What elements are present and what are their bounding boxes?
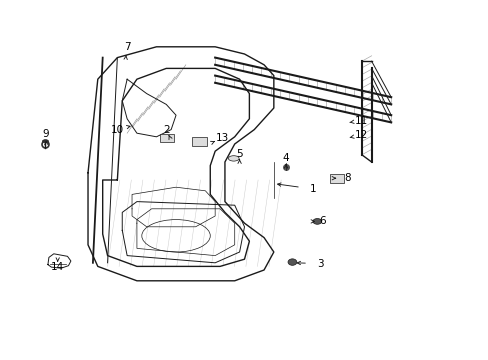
Text: 11: 11 xyxy=(354,116,368,126)
Text: 5: 5 xyxy=(236,149,243,159)
Text: 8: 8 xyxy=(343,173,350,183)
Ellipse shape xyxy=(228,156,239,161)
Text: 3: 3 xyxy=(316,258,323,269)
FancyBboxPatch shape xyxy=(329,174,343,183)
Text: 7: 7 xyxy=(123,42,130,52)
FancyBboxPatch shape xyxy=(191,137,206,146)
Text: 9: 9 xyxy=(42,129,49,139)
Ellipse shape xyxy=(312,219,321,224)
Ellipse shape xyxy=(42,140,48,143)
Text: 10: 10 xyxy=(111,125,123,135)
Text: 4: 4 xyxy=(282,153,289,163)
FancyBboxPatch shape xyxy=(160,134,173,142)
Text: 6: 6 xyxy=(319,216,325,226)
Text: 2: 2 xyxy=(163,125,169,135)
Text: 12: 12 xyxy=(354,130,368,140)
Text: 1: 1 xyxy=(309,184,316,194)
Text: 14: 14 xyxy=(51,262,64,272)
Ellipse shape xyxy=(287,259,296,265)
Text: 13: 13 xyxy=(215,133,229,143)
